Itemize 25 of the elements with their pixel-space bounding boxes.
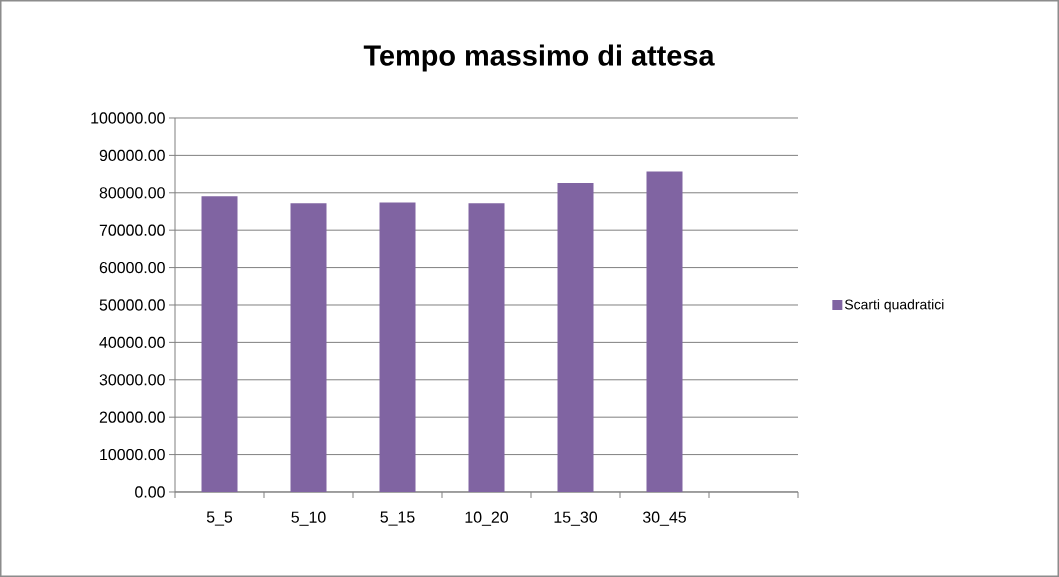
y-tick-label: 20000.00 bbox=[99, 411, 165, 423]
y-tick-label: 60000.00 bbox=[99, 261, 165, 274]
x-tick-label: 10_20 bbox=[465, 511, 509, 526]
x-tick-label: 5_5 bbox=[206, 511, 233, 526]
bar bbox=[290, 203, 327, 492]
y-tick-label: 0.00 bbox=[135, 486, 165, 498]
x-tick-label: 5_10 bbox=[291, 511, 326, 526]
bar bbox=[201, 196, 238, 492]
y-tick-label: 40000.00 bbox=[99, 336, 165, 349]
legend-label: Scarti quadratici bbox=[844, 299, 944, 313]
chart-title: Tempo massimo di attesa bbox=[363, 44, 715, 72]
y-tick-label: 80000.00 bbox=[99, 187, 165, 199]
x-tick-label: 15_30 bbox=[554, 511, 598, 526]
y-tick-label: 70000.00 bbox=[99, 224, 165, 236]
bar bbox=[557, 183, 594, 492]
y-tick-label: 50000.00 bbox=[99, 299, 165, 311]
y-tick-label: 10000.00 bbox=[100, 448, 165, 461]
bar bbox=[379, 202, 416, 492]
x-tick-label: 30_45 bbox=[642, 511, 686, 526]
bar bbox=[646, 171, 683, 492]
bar bbox=[468, 203, 505, 492]
x-tick-label: 5_15 bbox=[380, 511, 415, 526]
y-tick-label: 100000.00 bbox=[91, 112, 165, 124]
y-tick-label: 30000.00 bbox=[99, 374, 165, 386]
y-tick-label: 90000.00 bbox=[99, 149, 165, 162]
